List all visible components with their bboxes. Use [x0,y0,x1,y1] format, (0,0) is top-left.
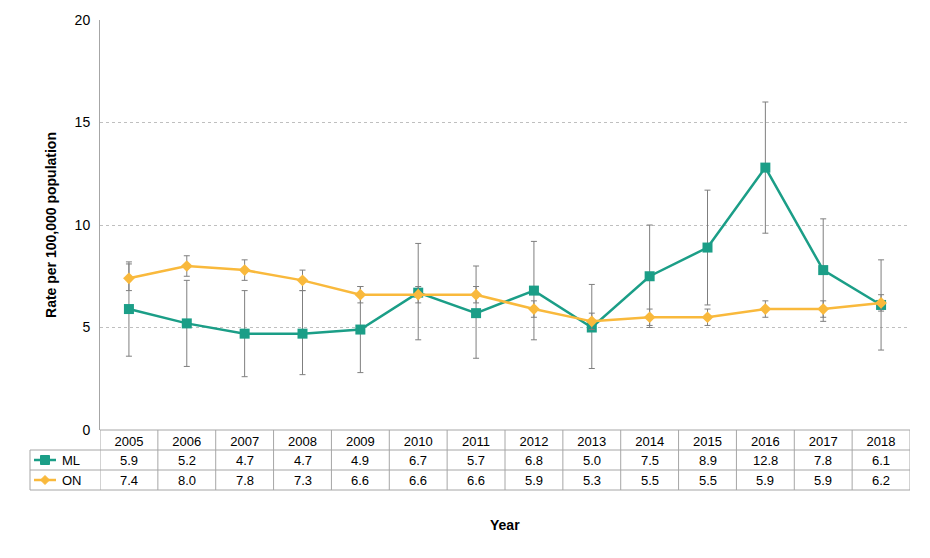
svg-text:5.9: 5.9 [120,453,138,468]
svg-text:15: 15 [75,114,91,130]
svg-text:4.9: 4.9 [351,453,369,468]
svg-text:5.5: 5.5 [641,473,659,488]
svg-text:2014: 2014 [635,434,664,449]
svg-text:5.7: 5.7 [467,453,485,468]
svg-text:4.7: 4.7 [236,453,254,468]
svg-text:4.7: 4.7 [294,453,312,468]
svg-text:5.9: 5.9 [525,473,543,488]
svg-text:2011: 2011 [462,434,490,449]
svg-text:7.5: 7.5 [641,453,659,468]
svg-text:6.2: 6.2 [872,473,890,488]
svg-text:7.3: 7.3 [294,473,312,488]
svg-text:20: 20 [75,12,91,28]
svg-text:7.8: 7.8 [236,473,254,488]
svg-text:6.1: 6.1 [872,453,890,468]
svg-text:5.2: 5.2 [178,453,196,468]
svg-text:2017: 2017 [809,434,838,449]
svg-text:ON: ON [62,473,82,488]
svg-text:0: 0 [82,422,90,438]
svg-text:12.8: 12.8 [753,453,778,468]
svg-text:ML: ML [62,453,80,468]
svg-text:10: 10 [75,217,91,233]
svg-text:8.0: 8.0 [178,473,196,488]
svg-text:5.9: 5.9 [756,473,774,488]
svg-text:7.4: 7.4 [120,473,138,488]
svg-text:2010: 2010 [404,434,433,449]
svg-text:5.9: 5.9 [814,473,832,488]
svg-text:Rate per 100,000 population: Rate per 100,000 population [43,132,59,318]
svg-text:6.6: 6.6 [467,473,485,488]
svg-text:6.6: 6.6 [351,473,369,488]
svg-text:2005: 2005 [114,434,143,449]
svg-text:2007: 2007 [230,434,259,449]
svg-text:Year: Year [490,517,520,533]
svg-text:6.7: 6.7 [409,453,427,468]
svg-text:8.9: 8.9 [699,453,717,468]
svg-text:2018: 2018 [867,434,896,449]
svg-text:2016: 2016 [751,434,780,449]
svg-text:2008: 2008 [288,434,317,449]
svg-text:6.8: 6.8 [525,453,543,468]
svg-text:2009: 2009 [346,434,375,449]
svg-text:2015: 2015 [693,434,722,449]
svg-text:7.8: 7.8 [814,453,832,468]
svg-text:5.5: 5.5 [699,473,717,488]
svg-text:6.6: 6.6 [409,473,427,488]
svg-text:2006: 2006 [172,434,201,449]
svg-text:2012: 2012 [519,434,548,449]
svg-text:2013: 2013 [577,434,606,449]
svg-text:5.0: 5.0 [583,453,601,468]
svg-text:5.3: 5.3 [583,473,601,488]
svg-text:5: 5 [82,319,90,335]
